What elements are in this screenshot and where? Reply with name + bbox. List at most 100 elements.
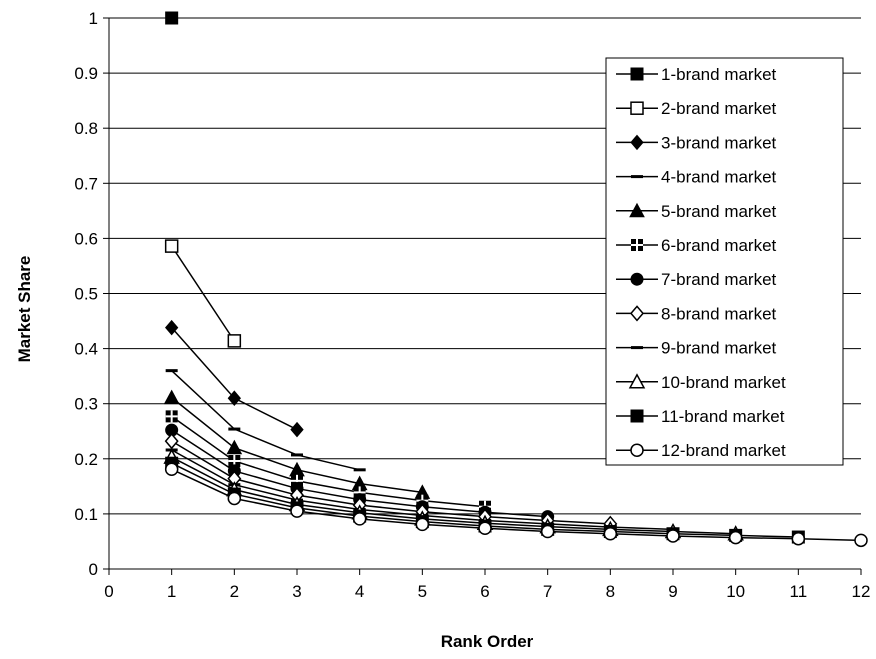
legend-entry: 9-brand market — [616, 339, 777, 358]
x-tick-label: 10 — [726, 582, 745, 601]
legend-marker — [630, 305, 644, 322]
series-line — [171, 370, 360, 471]
legend-marker — [630, 409, 644, 423]
y-tick-label: 0.5 — [74, 285, 98, 304]
legend-marker — [630, 443, 644, 457]
y-tick-label: 0.6 — [74, 229, 98, 248]
data-point — [854, 533, 868, 548]
x-tick-label: 1 — [167, 582, 176, 601]
legend-label: 11-brand market — [661, 407, 785, 426]
data-point — [164, 462, 179, 477]
data-point — [666, 529, 680, 543]
x-tick-label: 11 — [790, 582, 808, 601]
legend-marker — [631, 239, 643, 251]
legend-entry: 5-brand market — [616, 202, 777, 221]
legend-marker — [630, 67, 644, 81]
x-tick-label: 0 — [104, 582, 113, 601]
data-point — [728, 530, 743, 545]
series-line — [171, 415, 486, 508]
series-3 — [165, 319, 304, 438]
data-point — [290, 504, 304, 518]
x-tick-label: 9 — [668, 582, 677, 601]
legend-label: 9-brand market — [661, 339, 777, 358]
tick-labels: 00.10.20.30.40.50.60.70.80.910 1 2 3 4 5 6 7 8 9 1… — [74, 9, 870, 601]
legend-marker — [629, 202, 645, 218]
series-line — [171, 456, 736, 535]
legend-label: 6-brand market — [661, 236, 777, 255]
legend-label: 7-brand market — [661, 270, 777, 289]
data-point — [227, 491, 242, 506]
x-axis-title: Rank Order — [441, 632, 534, 651]
data-point — [164, 433, 179, 450]
data-point — [352, 512, 367, 526]
legend-label: 1-brand market — [661, 65, 777, 84]
legend-label: 2-brand market — [661, 99, 777, 118]
y-tick-label: 0.7 — [74, 174, 98, 193]
data-point — [165, 11, 179, 25]
legend-label: 12-brand market — [661, 441, 786, 460]
data-point — [165, 319, 179, 336]
x-tick-label: 2 — [230, 582, 239, 601]
data-point — [165, 410, 178, 423]
data-point — [164, 239, 179, 253]
legend-entry: 8-brand market — [616, 304, 777, 323]
x-tick-label: 4 — [355, 582, 364, 601]
y-tick-label: 0.9 — [74, 64, 98, 83]
series-12 — [164, 462, 868, 548]
y-tick-label: 0.8 — [74, 119, 98, 138]
series-line — [171, 468, 862, 542]
legend-label: 4-brand market — [661, 168, 777, 187]
data-point — [290, 421, 304, 438]
x-tick-label: 6 — [480, 582, 489, 601]
y-axis-title: Market Share — [15, 256, 34, 363]
legend-label: 10-brand market — [661, 373, 786, 392]
data-point — [291, 453, 303, 457]
y-tick-label: 0.2 — [74, 450, 98, 469]
axes — [103, 17, 862, 575]
legend-entry: 3-brand market — [616, 133, 777, 152]
data-point — [228, 455, 241, 468]
legend-entry: 1-brand market — [616, 65, 777, 84]
series-8 — [164, 433, 618, 532]
y-tick-label: 0.3 — [74, 395, 98, 414]
legend-marker — [628, 373, 646, 389]
series-line — [171, 245, 235, 342]
data-point — [603, 526, 618, 541]
x-tick-label: 8 — [606, 582, 615, 601]
data-point — [791, 531, 806, 546]
data-point — [227, 334, 242, 348]
data-point — [353, 468, 366, 472]
series-4 — [165, 369, 366, 472]
series-line — [171, 440, 611, 525]
legend-marker — [631, 346, 643, 350]
legend-label: 3-brand market — [661, 133, 777, 152]
legend-entry: 10-brand market — [616, 373, 786, 392]
legend-entry: 6-brand market — [616, 236, 777, 255]
x-tick-label: 5 — [418, 582, 427, 601]
legend-marker — [630, 101, 644, 115]
y-tick-label: 0 — [89, 560, 98, 579]
series-layer — [163, 11, 868, 548]
data-point — [415, 517, 430, 532]
data-point — [227, 390, 241, 406]
series-2 — [164, 239, 242, 348]
x-tick-label: 7 — [543, 582, 552, 601]
legend-entry: 2-brand market — [616, 99, 777, 118]
data-point — [165, 369, 178, 373]
x-tick-label: 3 — [292, 582, 301, 601]
legend-marker — [630, 134, 644, 151]
legend-entry: 4-brand market — [616, 168, 777, 187]
legend-marker — [631, 175, 643, 179]
y-tick-label: 0.4 — [74, 340, 98, 359]
data-point — [228, 427, 241, 431]
legend-entry: 12-brand market — [616, 441, 786, 460]
data-point — [226, 439, 243, 455]
data-point — [163, 389, 180, 405]
legend-entry: 11-brand market — [616, 407, 785, 426]
legend-marker — [630, 272, 644, 286]
legend-label: 5-brand market — [661, 202, 777, 221]
x-tick-label: 12 — [852, 582, 871, 601]
legend-entry: 7-brand market — [616, 270, 777, 289]
